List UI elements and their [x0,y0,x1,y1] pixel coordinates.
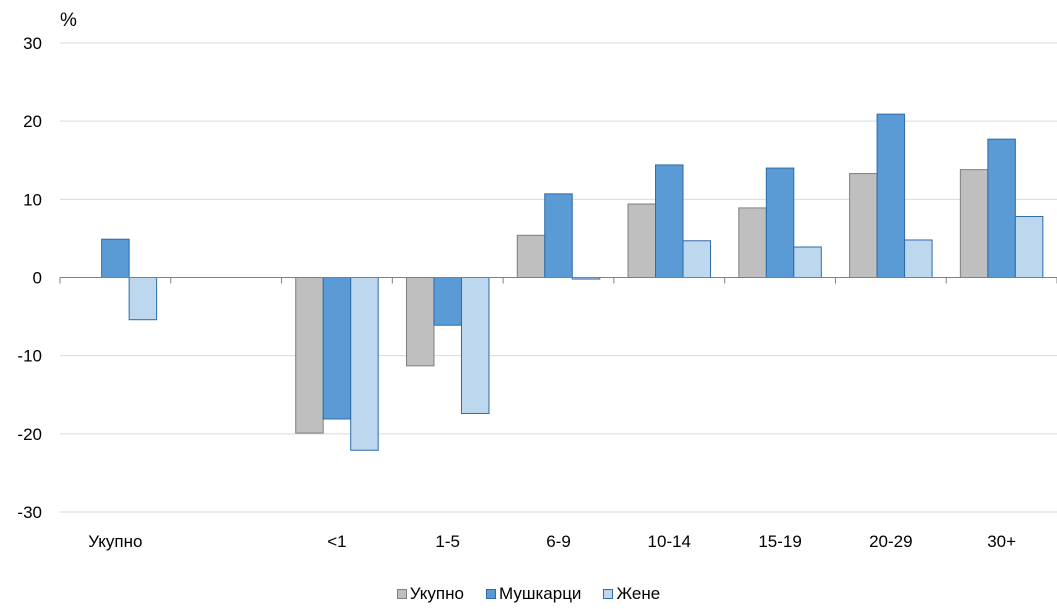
legend-item-ukupno: Укупно [396,584,464,604]
legend-label-zene: Жене [616,584,661,603]
y-tick-label: 0 [33,269,42,288]
legend-label-ukupno: Укупно [409,584,464,603]
axes [59,277,1057,284]
bar [128,277,158,321]
y-unit-label: % [60,10,77,31]
y-tick-label: 10 [23,190,42,209]
bar [460,277,490,415]
y-tick-label: -30 [17,503,42,522]
bar [738,207,767,279]
x-tick-label: 1-5 [435,532,460,551]
legend-swatch-muskarci [485,589,496,599]
y-tick-label: 20 [23,112,42,131]
bar-chart: % 30 20 10 0 -10 -20 -30 Укупно <1 1-5 6-9 10-14 15-… [17,10,1057,551]
x-tick-label: 20-29 [869,532,912,551]
bar [433,277,462,326]
bar [295,277,324,434]
bar [987,138,1016,278]
x-tick-label: 15-19 [758,532,801,551]
bar [765,167,795,278]
bar [793,246,822,278]
y-tick-label: 30 [23,34,42,53]
legend-item-zene: Жене [603,584,660,604]
bar [101,238,130,278]
legend-item-muskarci: Мушкарци [485,584,582,604]
x-tick-label: 6-9 [546,532,571,551]
legend-label-muskarci: Мушкарци [498,584,582,603]
bar [682,240,712,279]
bar [655,164,684,278]
bar [849,173,878,278]
legend-swatch-ukupno [396,589,407,599]
bars [101,113,1044,451]
bar [516,234,546,278]
bar [959,169,989,279]
x-tick-label: 30+ [987,532,1016,551]
bar [322,277,352,420]
bar [904,239,933,278]
legend-swatch-zene [603,589,614,599]
x-tick-label: Укупно [88,532,142,551]
tick-labels: 30 20 10 0 -10 -20 -30 Укупно <1 1-5 6-9 10-14 15-19… [17,34,1016,551]
x-tick-label: 10-14 [648,532,691,551]
legend: Укупно Мушкарци Жене [0,584,1057,604]
x-tick-label: <1 [327,532,346,551]
bar [876,113,906,278]
y-tick-label: -10 [17,347,42,366]
bar [544,193,573,278]
y-tick-label: -20 [17,425,42,444]
bar [405,277,435,367]
bar [350,277,379,451]
bar [627,203,657,278]
bar [1014,216,1044,278]
